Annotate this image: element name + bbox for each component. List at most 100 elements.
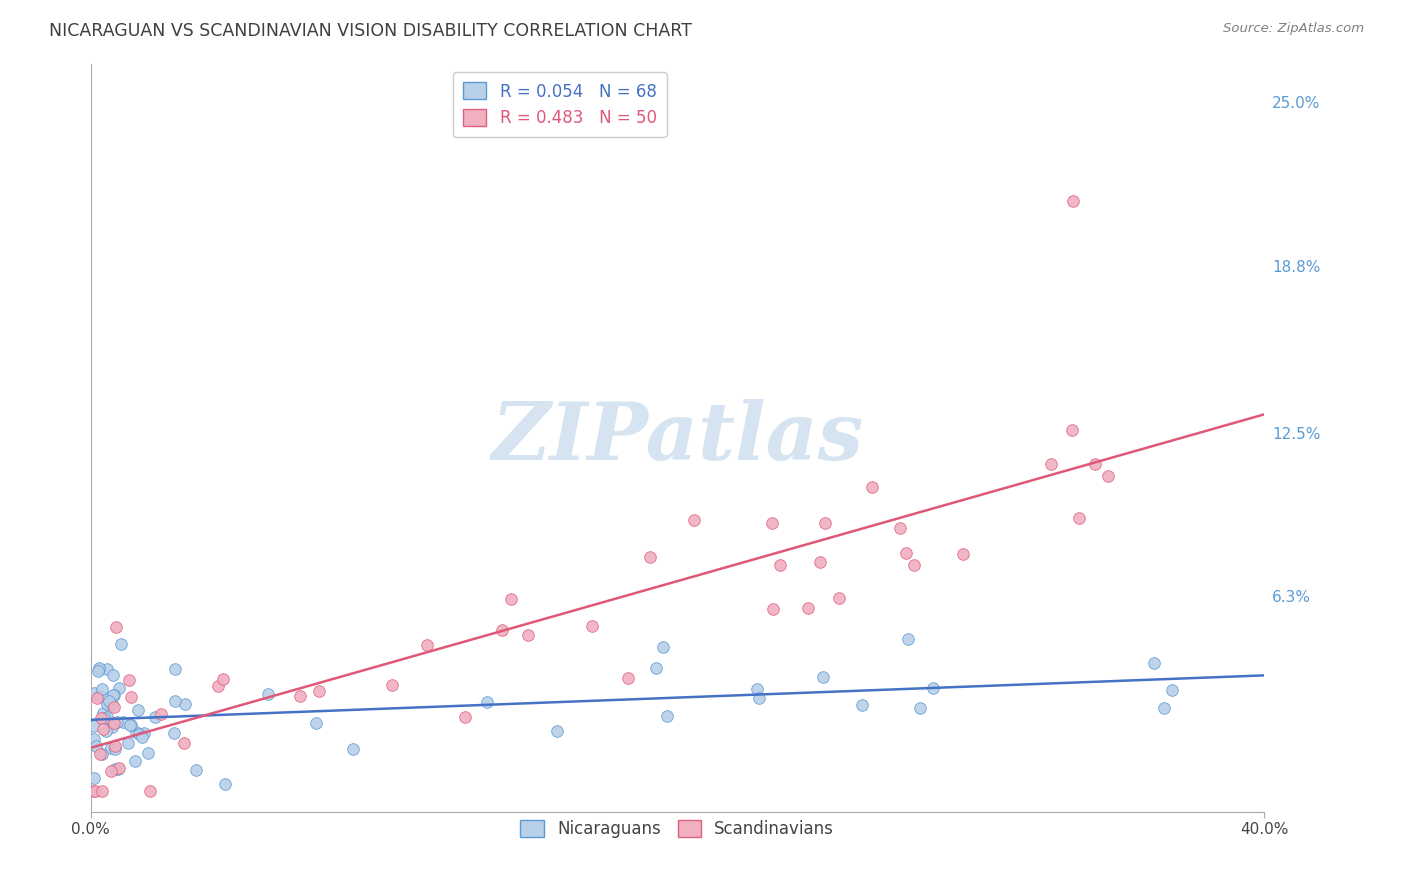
- Point: [90, 783, 112, 797]
- Point: [96, 709, 118, 723]
- Point: [117, 736, 139, 750]
- Point: [1060, 423, 1083, 437]
- Text: 6.3%: 6.3%: [1272, 591, 1312, 606]
- Point: [811, 670, 834, 684]
- Point: [83, 686, 105, 700]
- Point: [952, 548, 974, 562]
- Point: [110, 637, 132, 651]
- Point: [860, 480, 883, 494]
- Point: [1084, 457, 1107, 471]
- Point: [101, 715, 124, 730]
- Point: [131, 730, 153, 744]
- Point: [477, 695, 499, 709]
- Point: [100, 764, 122, 778]
- Point: [1153, 701, 1175, 715]
- Point: [748, 690, 770, 705]
- Point: [308, 683, 330, 698]
- Point: [682, 513, 704, 527]
- Point: [103, 688, 125, 702]
- Point: [125, 725, 148, 739]
- Point: [640, 550, 662, 565]
- Point: [851, 698, 873, 712]
- Point: [797, 601, 820, 615]
- Point: [118, 673, 141, 687]
- Point: [87, 661, 110, 675]
- Point: [342, 741, 364, 756]
- Point: [415, 638, 437, 652]
- Point: [212, 672, 235, 686]
- Point: [143, 710, 166, 724]
- Point: [104, 620, 127, 634]
- Text: 18.8%: 18.8%: [1272, 260, 1320, 275]
- Point: [305, 716, 328, 731]
- Point: [207, 679, 229, 693]
- Point: [107, 762, 129, 776]
- Point: [163, 694, 186, 708]
- Point: [163, 725, 186, 739]
- Point: [655, 708, 678, 723]
- Point: [101, 720, 124, 734]
- Legend: Nicaraguans, Scandinavians: Nicaraguans, Scandinavians: [513, 814, 841, 845]
- Text: NICARAGUAN VS SCANDINAVIAN VISION DISABILITY CORRELATION CHART: NICARAGUAN VS SCANDINAVIAN VISION DISABI…: [49, 22, 692, 40]
- Text: ZIPatlas: ZIPatlas: [491, 400, 863, 476]
- Point: [104, 739, 127, 753]
- Point: [453, 710, 475, 724]
- Point: [136, 746, 159, 760]
- Point: [83, 771, 105, 785]
- Point: [120, 718, 142, 732]
- Point: [381, 678, 404, 692]
- Point: [103, 700, 125, 714]
- Point: [93, 711, 115, 725]
- Point: [896, 546, 918, 560]
- Point: [808, 555, 831, 569]
- Point: [1040, 457, 1063, 471]
- Point: [501, 591, 523, 606]
- Point: [165, 662, 187, 676]
- Point: [581, 619, 603, 633]
- Point: [96, 692, 118, 706]
- Point: [150, 706, 173, 721]
- Point: [91, 706, 114, 720]
- Point: [83, 783, 105, 797]
- Point: [124, 754, 146, 768]
- Point: [84, 739, 107, 753]
- Point: [89, 747, 111, 761]
- Point: [98, 694, 121, 708]
- Point: [491, 624, 513, 638]
- Point: [921, 681, 943, 696]
- Point: [747, 682, 769, 697]
- Point: [108, 761, 131, 775]
- Point: [107, 681, 129, 695]
- Point: [652, 640, 675, 654]
- Point: [127, 704, 149, 718]
- Point: [761, 516, 783, 530]
- Point: [96, 662, 118, 676]
- Point: [103, 688, 125, 702]
- Point: [1143, 657, 1166, 671]
- Point: [101, 668, 124, 682]
- Point: [546, 723, 568, 738]
- Point: [103, 715, 125, 730]
- Text: Source: ZipAtlas.com: Source: ZipAtlas.com: [1223, 22, 1364, 36]
- Point: [91, 722, 114, 736]
- Point: [889, 521, 911, 535]
- Point: [104, 762, 127, 776]
- Point: [908, 701, 931, 715]
- Text: 12.5%: 12.5%: [1272, 426, 1320, 442]
- Point: [89, 689, 111, 703]
- Text: 25.0%: 25.0%: [1272, 96, 1320, 112]
- Point: [1062, 194, 1084, 209]
- Point: [90, 747, 112, 762]
- Point: [173, 736, 195, 750]
- Point: [769, 558, 792, 572]
- Point: [87, 662, 110, 676]
- Point: [1161, 682, 1184, 697]
- Point: [83, 718, 105, 732]
- Point: [645, 661, 668, 675]
- Point: [105, 715, 128, 730]
- Point: [903, 558, 925, 573]
- Point: [827, 591, 849, 605]
- Point: [90, 711, 112, 725]
- Point: [86, 690, 108, 705]
- Point: [762, 602, 785, 616]
